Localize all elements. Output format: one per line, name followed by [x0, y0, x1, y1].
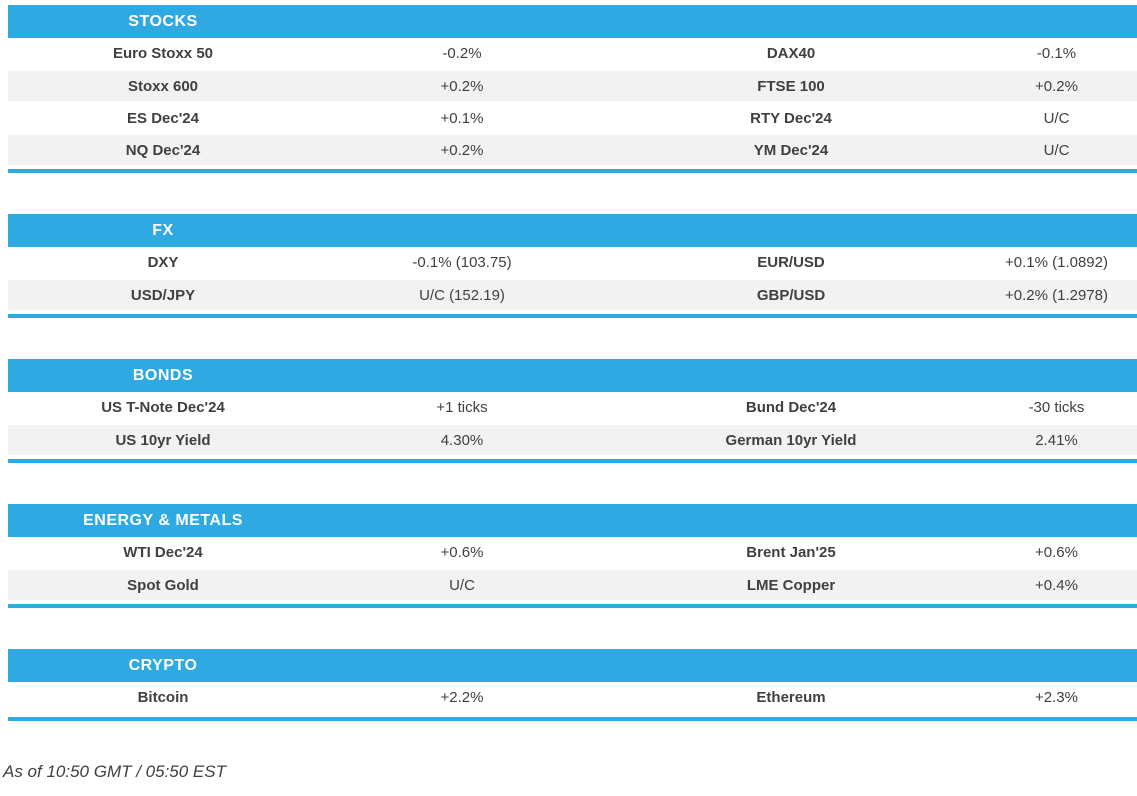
- instrument-name: EUR/USD: [606, 247, 976, 280]
- section-header-row: ENERGY & METALS: [8, 504, 1137, 537]
- section-stocks: STOCKS Euro Stoxx 50 -0.2% DAX40 -0.1% S…: [8, 5, 1137, 173]
- section-title: ENERGY & METALS: [8, 504, 318, 537]
- section-bottom-rule: [8, 314, 1137, 318]
- instrument-value: +2.3%: [976, 682, 1137, 715]
- table-row: Bitcoin +2.2% Ethereum +2.3%: [8, 682, 1137, 715]
- section-header-filler: [976, 649, 1137, 682]
- bonds-table: BONDS US T-Note Dec'24 +1 ticks Bund Dec…: [8, 359, 1137, 457]
- section-header-filler: [318, 649, 606, 682]
- instrument-value: +0.4%: [976, 569, 1137, 602]
- instrument-name: Brent Jan'25: [606, 537, 976, 570]
- table-row: US T-Note Dec'24 +1 ticks Bund Dec'24 -3…: [8, 392, 1137, 425]
- section-header-filler: [976, 214, 1137, 247]
- instrument-name: Ethereum: [606, 682, 976, 715]
- instrument-name: NQ Dec'24: [8, 134, 318, 167]
- instrument-value: +0.1% (1.0892): [976, 247, 1137, 280]
- table-row: DXY -0.1% (103.75) EUR/USD +0.1% (1.0892…: [8, 247, 1137, 280]
- instrument-value: U/C: [976, 134, 1137, 167]
- crypto-table: CRYPTO Bitcoin +2.2% Ethereum +2.3%: [8, 649, 1137, 715]
- section-bottom-rule: [8, 604, 1137, 608]
- table-row: US 10yr Yield 4.30% German 10yr Yield 2.…: [8, 424, 1137, 457]
- instrument-value: +0.2%: [318, 134, 606, 167]
- instrument-name: RTY Dec'24: [606, 102, 976, 135]
- instrument-value: -30 ticks: [976, 392, 1137, 425]
- energy-metals-table: ENERGY & METALS WTI Dec'24 +0.6% Brent J…: [8, 504, 1137, 602]
- instrument-name: YM Dec'24: [606, 134, 976, 167]
- instrument-name: ES Dec'24: [8, 102, 318, 135]
- instrument-value: +0.2%: [976, 70, 1137, 103]
- section-title: FX: [8, 214, 318, 247]
- instrument-name: DAX40: [606, 38, 976, 71]
- section-header-filler: [318, 214, 606, 247]
- section-bottom-rule: [8, 459, 1137, 463]
- section-title: STOCKS: [8, 5, 318, 38]
- instrument-value: +1 ticks: [318, 392, 606, 425]
- instrument-value: -0.1% (103.75): [318, 247, 606, 280]
- section-header-filler: [606, 504, 976, 537]
- section-bottom-rule: [8, 169, 1137, 173]
- instrument-name: Spot Gold: [8, 569, 318, 602]
- table-row: Spot Gold U/C LME Copper +0.4%: [8, 569, 1137, 602]
- table-row: Euro Stoxx 50 -0.2% DAX40 -0.1%: [8, 38, 1137, 71]
- instrument-value: +0.2% (1.2978): [976, 279, 1137, 312]
- section-header-filler: [976, 359, 1137, 392]
- instrument-value: +0.2%: [318, 70, 606, 103]
- instrument-name: Bitcoin: [8, 682, 318, 715]
- section-header-filler: [976, 5, 1137, 38]
- instrument-name: German 10yr Yield: [606, 424, 976, 457]
- instrument-name: GBP/USD: [606, 279, 976, 312]
- table-row: NQ Dec'24 +0.2% YM Dec'24 U/C: [8, 134, 1137, 167]
- section-header-filler: [318, 5, 606, 38]
- instrument-name: Bund Dec'24: [606, 392, 976, 425]
- table-row: WTI Dec'24 +0.6% Brent Jan'25 +0.6%: [8, 537, 1137, 570]
- section-crypto: CRYPTO Bitcoin +2.2% Ethereum +2.3%: [8, 649, 1137, 721]
- instrument-name: US T-Note Dec'24: [8, 392, 318, 425]
- instrument-name: WTI Dec'24: [8, 537, 318, 570]
- instrument-value: U/C: [318, 569, 606, 602]
- section-header-filler: [606, 5, 976, 38]
- instrument-name: FTSE 100: [606, 70, 976, 103]
- instrument-value: -0.1%: [976, 38, 1137, 71]
- section-energy-metals: ENERGY & METALS WTI Dec'24 +0.6% Brent J…: [8, 504, 1137, 608]
- instrument-value: 2.41%: [976, 424, 1137, 457]
- instrument-value: +0.6%: [976, 537, 1137, 570]
- instrument-value: 4.30%: [318, 424, 606, 457]
- instrument-value: +2.2%: [318, 682, 606, 715]
- section-title: BONDS: [8, 359, 318, 392]
- instrument-value: +0.1%: [318, 102, 606, 135]
- section-header-filler: [318, 504, 606, 537]
- section-header-row: FX: [8, 214, 1137, 247]
- section-header-filler: [606, 214, 976, 247]
- instrument-name: LME Copper: [606, 569, 976, 602]
- instrument-value: U/C: [976, 102, 1137, 135]
- section-header-filler: [606, 649, 976, 682]
- instrument-name: Euro Stoxx 50: [8, 38, 318, 71]
- section-bonds: BONDS US T-Note Dec'24 +1 ticks Bund Dec…: [8, 359, 1137, 463]
- timestamp-note: As of 10:50 GMT / 05:50 EST: [3, 762, 226, 781]
- section-header-filler: [606, 359, 976, 392]
- instrument-name: US 10yr Yield: [8, 424, 318, 457]
- instrument-value: +0.6%: [318, 537, 606, 570]
- section-bottom-rule: [8, 717, 1137, 721]
- instrument-name: DXY: [8, 247, 318, 280]
- section-fx: FX DXY -0.1% (103.75) EUR/USD +0.1% (1.0…: [8, 214, 1137, 318]
- instrument-name: Stoxx 600: [8, 70, 318, 103]
- section-header-row: CRYPTO: [8, 649, 1137, 682]
- fx-table: FX DXY -0.1% (103.75) EUR/USD +0.1% (1.0…: [8, 214, 1137, 312]
- section-header-filler: [976, 504, 1137, 537]
- instrument-value: -0.2%: [318, 38, 606, 71]
- section-header-row: STOCKS: [8, 5, 1137, 38]
- table-row: USD/JPY U/C (152.19) GBP/USD +0.2% (1.29…: [8, 279, 1137, 312]
- section-header-filler: [318, 359, 606, 392]
- stocks-table: STOCKS Euro Stoxx 50 -0.2% DAX40 -0.1% S…: [8, 5, 1137, 167]
- instrument-value: U/C (152.19): [318, 279, 606, 312]
- table-row: ES Dec'24 +0.1% RTY Dec'24 U/C: [8, 102, 1137, 135]
- table-row: Stoxx 600 +0.2% FTSE 100 +0.2%: [8, 70, 1137, 103]
- section-title: CRYPTO: [8, 649, 318, 682]
- section-header-row: BONDS: [8, 359, 1137, 392]
- instrument-name: USD/JPY: [8, 279, 318, 312]
